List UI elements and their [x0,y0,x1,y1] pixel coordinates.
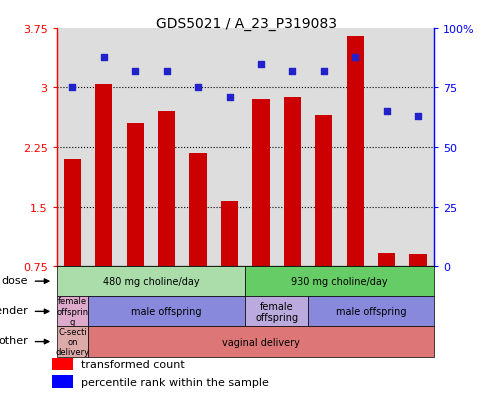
Point [226,95,234,101]
Text: other: other [0,335,28,345]
Bar [284,98,301,266]
Bar [127,124,144,266]
Text: vaginal delivery: vaginal delivery [222,337,300,347]
Bar [52,375,72,388]
Text: female
offsprin
g: female offsprin g [56,297,88,326]
Point [383,109,390,115]
Text: female
offspring: female offspring [255,301,298,323]
Bar [308,297,434,327]
Point [163,69,171,75]
Bar [252,100,270,266]
Bar [221,202,238,266]
Point [69,85,76,92]
Point [100,54,108,61]
Point [257,61,265,68]
Text: transformed count: transformed count [81,359,184,369]
Bar [245,266,434,297]
Bar [57,297,88,327]
Bar [347,37,364,266]
Text: GDS5021 / A_23_P319083: GDS5021 / A_23_P319083 [156,17,337,31]
Text: percentile rank within the sample: percentile rank within the sample [81,377,269,387]
Point [194,85,202,92]
Point [131,69,139,75]
Bar [95,84,112,266]
Point [414,114,422,120]
Text: 480 mg choline/day: 480 mg choline/day [103,276,199,287]
Text: 930 mg choline/day: 930 mg choline/day [291,276,388,287]
Bar [57,327,88,357]
Bar [410,254,427,266]
Point [288,69,296,75]
Bar [378,253,395,266]
Bar [88,297,245,327]
Text: male offspring: male offspring [336,306,406,317]
Bar [52,358,72,370]
Bar [57,266,245,297]
Text: dose: dose [1,275,28,285]
Text: male offspring: male offspring [132,306,202,317]
Bar [64,159,81,266]
Bar [245,297,308,327]
Text: gender: gender [0,305,28,315]
Bar [189,153,207,266]
Point [320,69,328,75]
Bar [158,112,176,266]
Point [352,54,359,61]
Bar [315,116,332,266]
Text: C-secti
on
delivery: C-secti on delivery [55,327,89,356]
